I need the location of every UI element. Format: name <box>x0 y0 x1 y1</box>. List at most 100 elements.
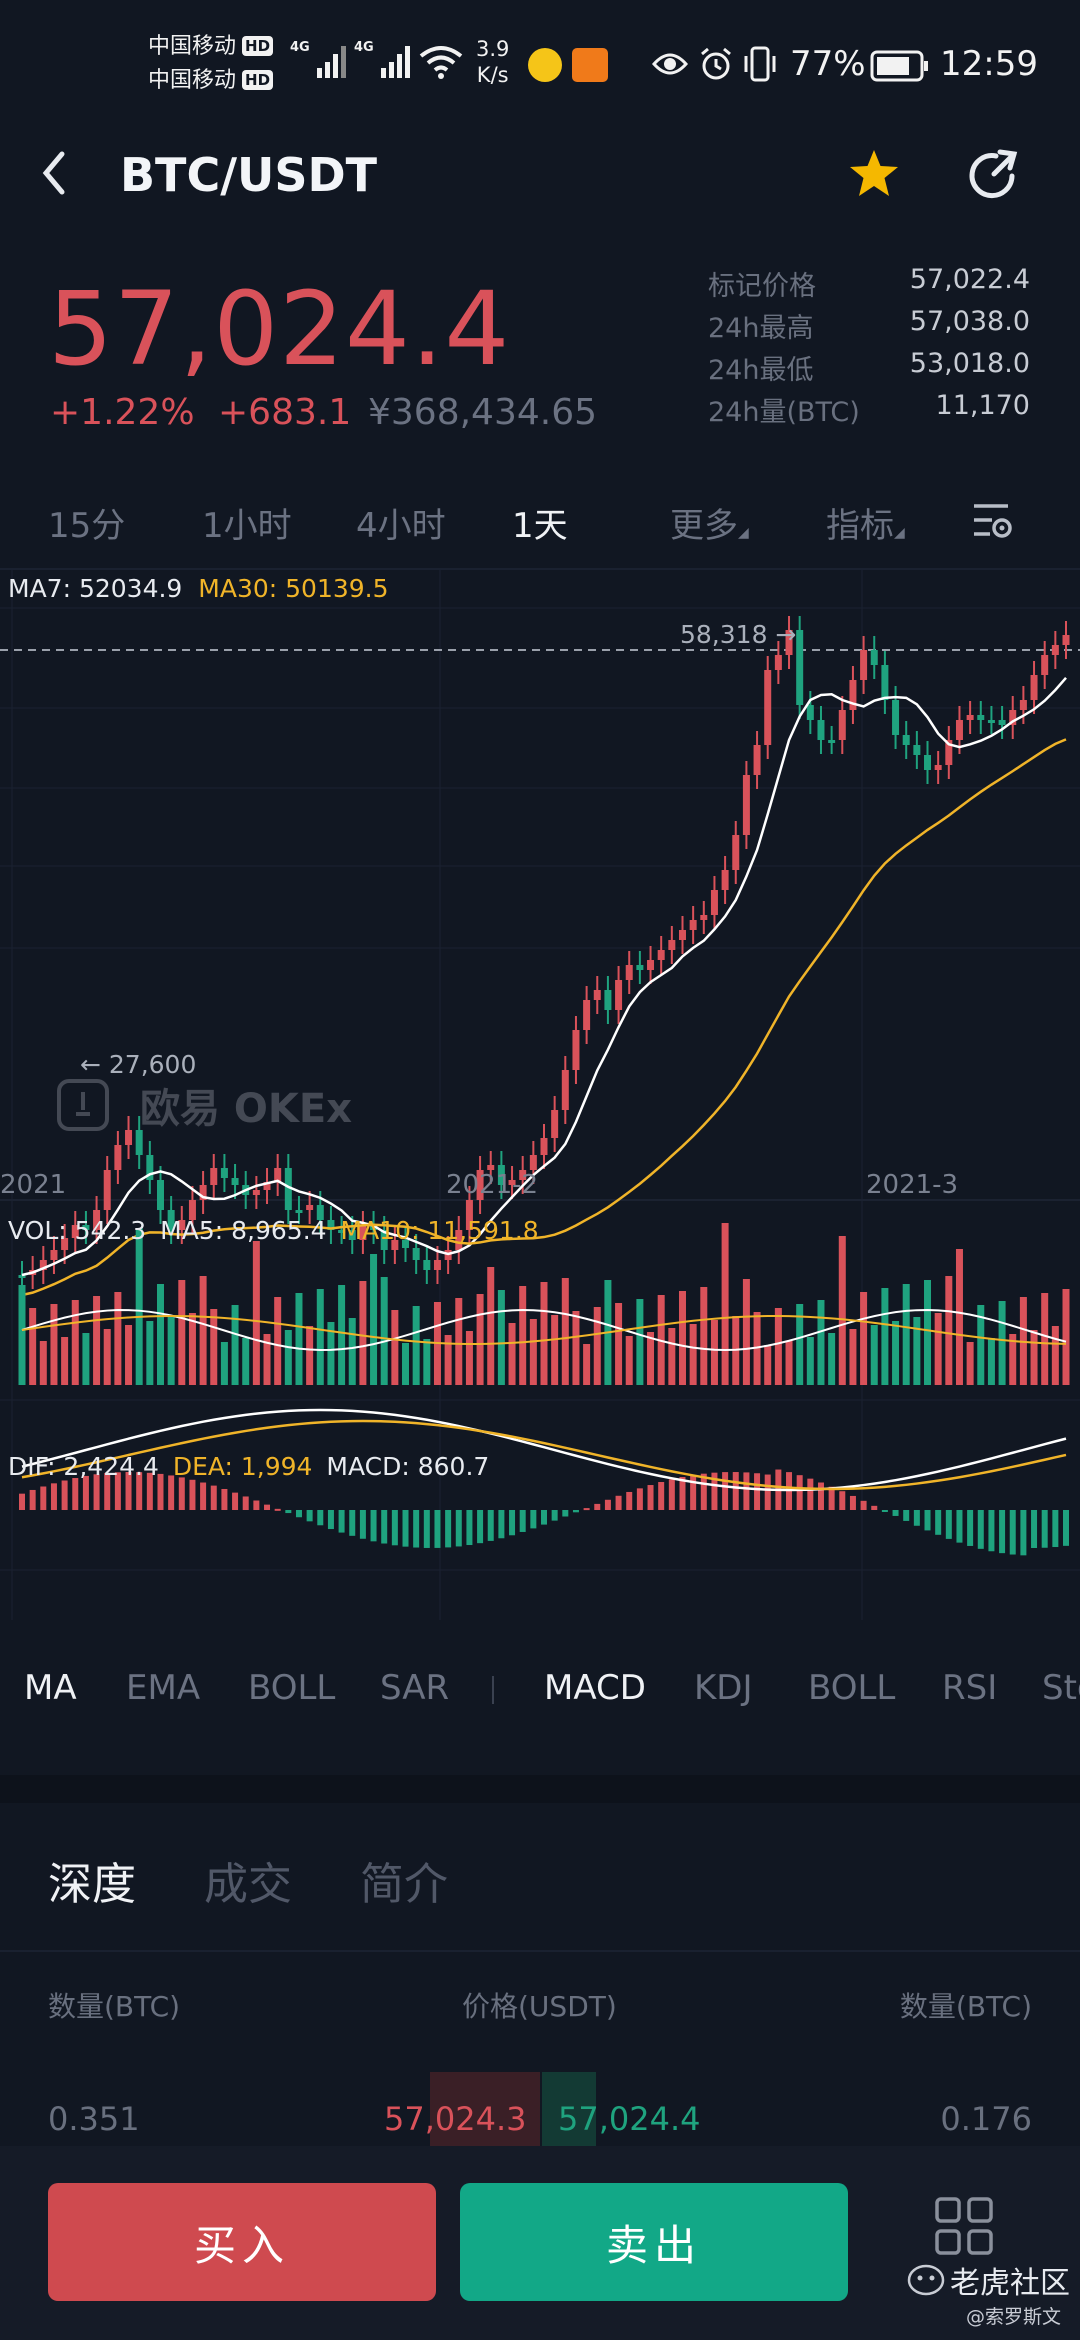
divider <box>492 1676 494 1704</box>
macd-histogram-bar <box>839 1491 846 1510</box>
macd-histogram-bar <box>72 1478 79 1510</box>
kline-svg <box>0 570 1080 1620</box>
volume-bar <box>18 1285 26 1385</box>
macd-histogram-bar <box>892 1510 899 1516</box>
carrier-2: 中国移动 <box>148 68 237 93</box>
ask-price[interactable]: 57,024.4 <box>558 2100 701 2138</box>
back-button[interactable] <box>38 148 88 208</box>
indicator-tab-boll-sub[interactable]: BOLL <box>808 1668 896 1708</box>
volume-bar <box>199 1276 207 1385</box>
indicator-tab-macd[interactable]: MACD <box>544 1668 646 1708</box>
candle-body <box>870 650 878 665</box>
last-price: 57,024.4 <box>48 270 511 389</box>
volume-bar <box>103 1329 111 1385</box>
macd-histogram-bar <box>913 1510 920 1526</box>
macd-histogram-bar <box>93 1474 100 1510</box>
macd-histogram-bar <box>168 1475 175 1510</box>
candle-body <box>370 1225 378 1230</box>
buy-button[interactable]: 买入 <box>48 2183 436 2301</box>
chart-settings-button[interactable] <box>970 498 1014 546</box>
favorite-button[interactable] <box>846 146 906 206</box>
tab-depth[interactable]: 深度 <box>48 1859 136 1910</box>
macd-histogram-bar <box>455 1510 462 1547</box>
candle-body <box>359 1225 367 1240</box>
timeframe-1h[interactable]: 1小时 <box>202 506 292 546</box>
macd-histogram-bar <box>370 1510 377 1542</box>
macd-histogram-bar <box>114 1472 121 1510</box>
timeframe-more[interactable]: 更多◢ <box>670 498 749 547</box>
volume-bar <box>380 1277 388 1385</box>
share-button[interactable] <box>966 146 1026 206</box>
timeframe-1d[interactable]: 1天 <box>512 506 568 546</box>
volume-bar <box>977 1305 985 1385</box>
volume-bar <box>402 1343 410 1385</box>
macd-histogram-bar <box>253 1500 260 1510</box>
volume-bar <box>29 1308 37 1385</box>
macd-histogram-bar <box>391 1510 398 1546</box>
bid-price[interactable]: 57,024.3 <box>384 2100 527 2138</box>
indicator-tab-sto[interactable]: Sto <box>1042 1668 1080 1708</box>
indicator-menu[interactable]: 指标◢ <box>826 498 905 547</box>
macd-histogram-bar <box>1031 1510 1038 1548</box>
macd-histogram-bar <box>583 1508 590 1511</box>
tab-intro[interactable]: 简介 <box>360 1859 448 1910</box>
volume-bar <box>625 1336 633 1385</box>
ob-header-ask-qty: 数量(BTC) <box>899 1990 1032 2023</box>
volume-bar <box>955 1249 963 1385</box>
macd-histogram-bar <box>477 1510 484 1544</box>
macd-histogram-bar <box>413 1510 420 1548</box>
volume-bar <box>817 1300 825 1385</box>
candle-body <box>82 1225 90 1230</box>
stat-value-volume: 11,170 <box>935 390 1030 421</box>
volume-bar <box>647 1332 655 1385</box>
candle-body <box>497 1165 505 1185</box>
ma7-legend: MA7: 52034.9 <box>8 574 183 603</box>
volume-bar <box>135 1228 143 1385</box>
candle-body <box>593 990 601 1000</box>
volume-bar <box>455 1298 463 1385</box>
candle-body <box>156 1180 164 1210</box>
macd-histogram-bar <box>381 1510 388 1544</box>
kline-chart[interactable] <box>0 570 1080 1670</box>
more-menu-button[interactable] <box>934 2196 994 2260</box>
candle-body <box>700 915 708 920</box>
indicator-tab-boll[interactable]: BOLL <box>248 1668 336 1708</box>
indicator-tab-ema[interactable]: EMA <box>126 1668 201 1708</box>
candle-body <box>71 1225 79 1238</box>
candle-body <box>199 1185 207 1200</box>
candle-body <box>881 665 889 700</box>
candle-body <box>572 1030 580 1070</box>
candle-body <box>625 965 633 980</box>
volume-bar <box>50 1304 58 1385</box>
network-speed: 3.9 K/s <box>476 37 510 87</box>
candle-body <box>391 1240 399 1250</box>
indicator-tab-sar[interactable]: SAR <box>380 1668 450 1708</box>
macd-histogram-bar <box>700 1473 707 1510</box>
volume-bar <box>497 1290 505 1385</box>
macd-histogram-bar <box>647 1485 654 1510</box>
sell-button[interactable]: 卖出 <box>460 2183 848 2301</box>
change-percent: +1.22% <box>50 392 195 433</box>
macd-histogram-bar <box>764 1474 771 1510</box>
candle-body <box>455 1230 463 1250</box>
volume-bar <box>1041 1293 1049 1385</box>
indicator-tab-rsi[interactable]: RSI <box>942 1668 998 1708</box>
timeframe-15m[interactable]: 15分 <box>48 506 126 546</box>
tiger-logo-icon <box>907 2264 945 2296</box>
volume-bar <box>529 1319 537 1385</box>
timeframe-4h[interactable]: 4小时 <box>356 506 446 546</box>
volume-bar <box>306 1326 314 1385</box>
indicator-tab-kdj[interactable]: KDJ <box>694 1668 753 1708</box>
low-marker: ← 27,600 <box>80 1050 197 1079</box>
volume-bar <box>689 1324 697 1385</box>
hd-badge: HD <box>242 36 274 56</box>
tab-trades[interactable]: 成交 <box>204 1859 292 1910</box>
macd-histogram-bar <box>242 1496 249 1510</box>
macd-histogram-bar <box>359 1510 366 1539</box>
macd-histogram-bar <box>604 1499 611 1510</box>
indicator-tab-ma[interactable]: MA <box>24 1668 77 1708</box>
macd-histogram-bar <box>466 1510 473 1546</box>
candle-body <box>785 630 793 655</box>
macd-histogram-bar <box>679 1477 686 1510</box>
candle-body <box>476 1170 484 1200</box>
